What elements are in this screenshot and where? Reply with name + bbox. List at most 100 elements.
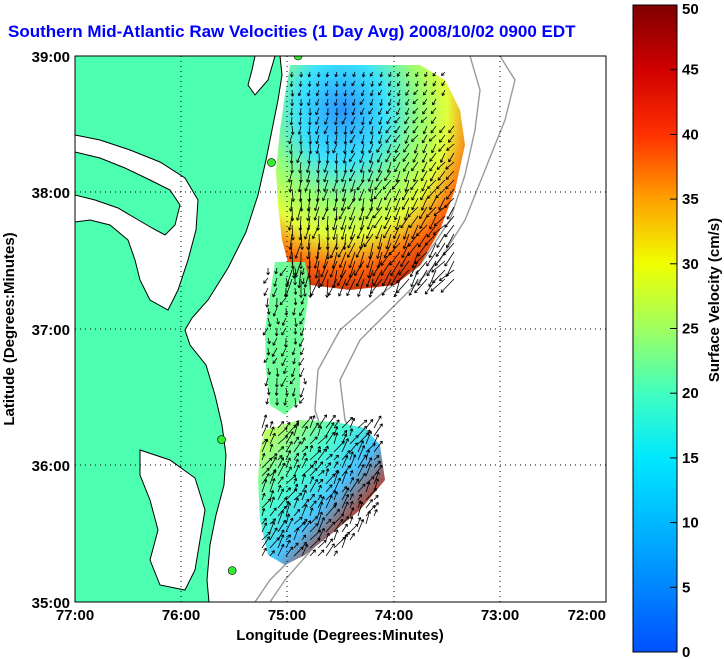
velocity-arrow	[349, 493, 354, 501]
velocity-arrow	[285, 421, 291, 429]
velocity-arrow	[272, 337, 278, 346]
velocity-arrow	[317, 461, 324, 469]
velocity-arrow	[369, 98, 374, 106]
velocity-arrow	[412, 116, 419, 124]
velocity-arrow	[320, 260, 329, 278]
velocity-arrow	[420, 116, 428, 123]
velocity-arrow	[310, 278, 320, 297]
y-tick-label: 39:00	[32, 49, 70, 66]
velocity-arrow	[422, 98, 428, 105]
velocity-arrow	[403, 224, 410, 240]
colorbar-scale	[632, 4, 678, 653]
velocity-arrow	[365, 206, 374, 220]
velocity-arrow	[421, 161, 428, 173]
velocity-arrow	[404, 170, 410, 183]
velocity-arrow	[374, 179, 383, 191]
colorbar-tick-label: 45	[682, 62, 699, 79]
velocity-arrow	[373, 478, 380, 493]
velocity-arrow	[285, 546, 294, 557]
velocity-arrow	[396, 98, 401, 106]
velocity-arrow	[412, 125, 419, 134]
velocity-arrow	[269, 443, 274, 453]
radar-stations	[217, 56, 303, 575]
velocity-arrow	[277, 457, 285, 469]
velocity-arrow	[357, 445, 366, 461]
velocity-arrow	[309, 523, 319, 533]
velocity-arrow	[396, 278, 410, 294]
velocity-arrow	[333, 508, 340, 517]
velocity-arrow	[392, 224, 401, 240]
velocity-arrow	[348, 170, 356, 182]
velocity-arrow	[333, 550, 338, 557]
velocity-arrow	[325, 134, 330, 145]
velocity-arrow	[411, 197, 419, 211]
velocity-arrow	[446, 143, 455, 151]
velocity-arrow	[285, 513, 291, 525]
velocity-arrow	[261, 536, 270, 549]
colorbar-label: Surface Velocity (cm/s)	[706, 218, 723, 382]
velocity-arrow	[309, 507, 314, 517]
velocity-arrow	[349, 523, 359, 533]
velocity-arrow	[307, 80, 312, 87]
velocity-arrow	[279, 267, 287, 277]
velocity-arrow	[421, 152, 428, 163]
velocity-arrow	[290, 89, 295, 97]
velocity-arrow	[386, 116, 392, 125]
velocity-arrow	[370, 278, 383, 294]
velocity-arrow	[314, 260, 320, 279]
velocity-arrow	[269, 496, 275, 509]
velocity-arrow	[293, 542, 299, 549]
velocity-arrow	[300, 297, 305, 305]
velocity-arrow	[341, 493, 350, 509]
velocity-arrow	[285, 487, 292, 493]
velocity-arrow	[277, 484, 282, 493]
velocity-arrow	[301, 543, 309, 557]
velocity-arrow	[333, 461, 339, 469]
velocity-arrow	[341, 116, 347, 125]
velocity-arrow	[341, 179, 347, 193]
velocity-arrow	[315, 134, 320, 145]
velocity-arrow	[430, 125, 437, 134]
velocity-arrow	[446, 206, 455, 220]
velocity-arrow	[332, 224, 338, 240]
velocity-arrow	[315, 98, 320, 106]
velocity-arrow	[350, 116, 356, 125]
velocity-arrow	[317, 445, 321, 453]
velocity-arrow	[343, 98, 347, 106]
velocity-arrow	[266, 307, 271, 315]
velocity-arrow	[309, 500, 317, 509]
velocity-arrow	[334, 80, 339, 87]
velocity-arrow	[285, 441, 293, 453]
velocity-arrow	[357, 454, 367, 469]
velocity-arrow	[334, 116, 338, 126]
velocity-arrow	[309, 467, 318, 477]
velocity-arrow	[437, 170, 446, 181]
velocity-arrow	[317, 425, 323, 437]
velocity-arrow	[383, 224, 392, 239]
velocity-arrow	[293, 297, 298, 306]
velocity-arrow	[357, 464, 365, 477]
velocity-arrow	[361, 116, 365, 126]
velocity-arrow	[269, 426, 275, 437]
velocity-arrow	[261, 438, 269, 453]
velocity-arrow	[373, 501, 379, 509]
velocity-arrow	[281, 357, 287, 367]
velocity-arrow	[368, 161, 374, 173]
velocity-arrow	[368, 107, 374, 115]
velocity-arrow	[436, 161, 446, 170]
velocity-arrow	[261, 492, 266, 501]
velocity-arrow	[388, 71, 392, 78]
velocity-arrow	[444, 197, 455, 208]
velocity-arrow	[293, 267, 298, 276]
velocity-arrow	[323, 125, 329, 135]
velocity-arrow	[333, 529, 339, 541]
velocity-arrow	[271, 347, 278, 358]
velocity-arrow	[298, 134, 303, 145]
velocity-arrow	[415, 80, 419, 87]
velocity-arrow	[269, 489, 275, 501]
velocity-arrow	[359, 152, 365, 163]
velocity-arrow	[291, 347, 296, 356]
velocity-arrow	[404, 179, 410, 192]
velocity-arrow	[375, 170, 383, 182]
